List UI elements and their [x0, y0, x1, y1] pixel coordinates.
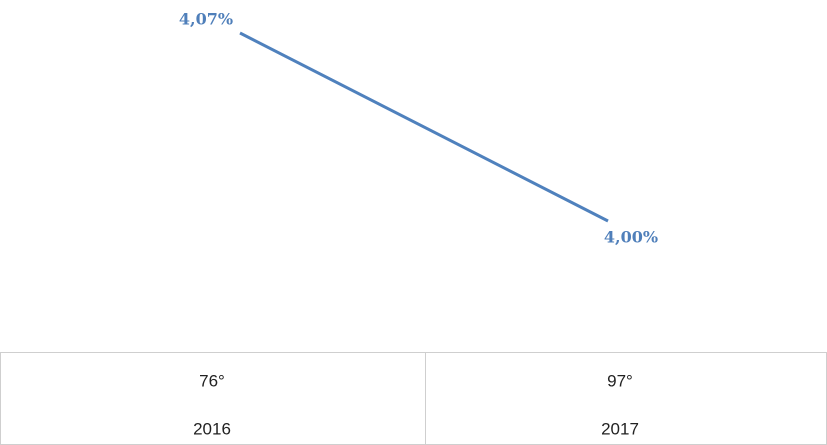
category-top-label: 76°: [199, 371, 225, 390]
value-label: 4,00%: [604, 228, 658, 247]
line: [239, 31, 609, 223]
category-label: 2016: [193, 419, 231, 438]
value-label: 4,07%: [179, 10, 233, 29]
category-label: 2017: [601, 419, 639, 438]
category-table: [0, 352, 827, 445]
category-top-label: 97°: [607, 371, 633, 390]
